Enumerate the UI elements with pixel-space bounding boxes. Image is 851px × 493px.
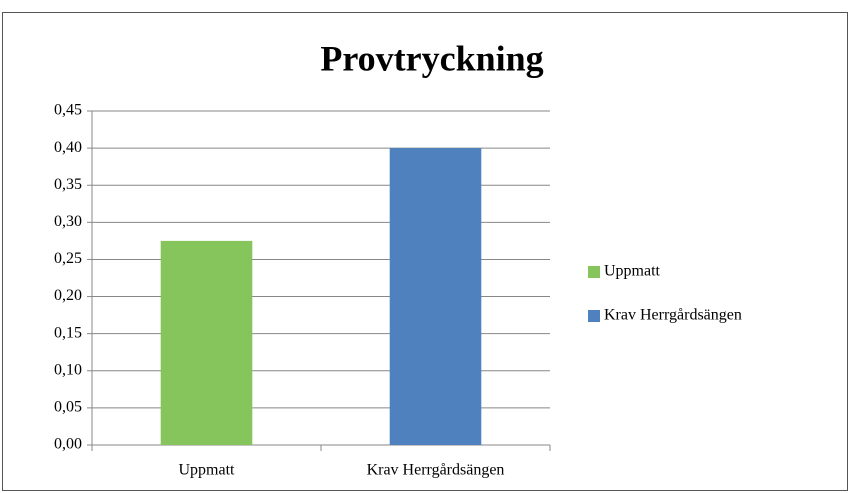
- y-tick-label: 0,00: [54, 436, 82, 453]
- y-tick-label: 0,25: [54, 250, 82, 267]
- y-tick-label: 0,30: [54, 213, 82, 230]
- legend-label: Uppmatt: [604, 263, 661, 280]
- legend-label: Krav Herrgårdsängen: [604, 307, 742, 324]
- y-tick-label: 0,35: [54, 176, 82, 193]
- y-tick-label: 0,20: [54, 287, 82, 304]
- legend-swatch: [588, 310, 600, 322]
- y-tick-label: 0,15: [54, 324, 82, 341]
- legend-swatch: [588, 266, 600, 278]
- y-tick-label: 0,45: [54, 102, 82, 119]
- y-tick-label: 0,40: [54, 139, 82, 156]
- x-tick-label: Krav Herrgårdsängen: [367, 462, 505, 479]
- bar: [389, 148, 482, 445]
- x-tick-label: Uppmatt: [179, 462, 236, 479]
- bar: [160, 240, 253, 445]
- chart-title: Provtryckning: [320, 38, 543, 78]
- y-tick-label: 0,10: [54, 361, 82, 378]
- y-tick-label: 0,05: [54, 399, 82, 416]
